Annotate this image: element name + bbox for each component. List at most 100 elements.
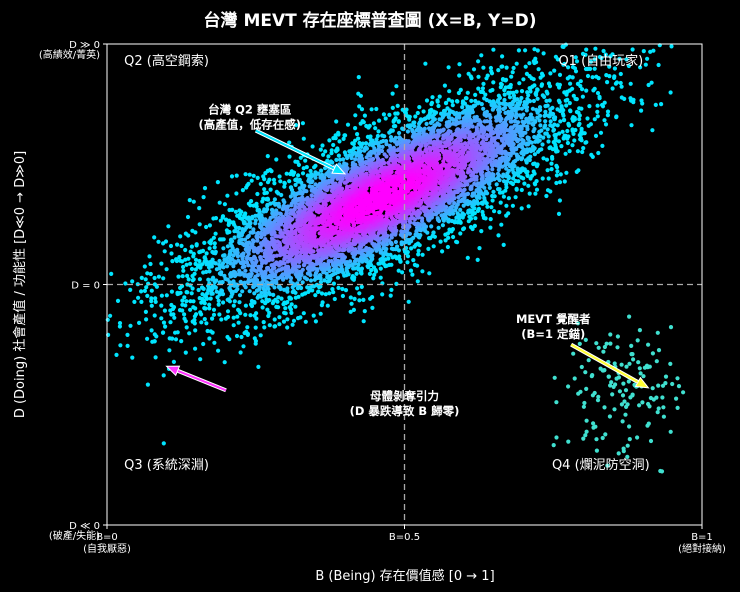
scatter-point [591, 421, 596, 426]
scatter-point [584, 418, 589, 423]
scatter-point [440, 249, 445, 254]
scatter-point [519, 187, 524, 193]
scatter-point [341, 157, 346, 162]
scatter-point [399, 240, 404, 245]
scatter-point [625, 454, 630, 459]
scatter-point [343, 288, 349, 293]
scatter-point [222, 273, 227, 278]
scatter-point [374, 106, 379, 112]
scatter-point [674, 396, 679, 401]
scatter-point [551, 128, 556, 133]
scatter-point [358, 121, 363, 126]
scatter-point [191, 199, 196, 204]
scatter-point [169, 289, 174, 294]
scatter-point [527, 191, 532, 196]
scatter-point [510, 102, 515, 107]
scatter-point [430, 95, 435, 100]
scatter-point [237, 225, 242, 231]
scatter-point [341, 136, 346, 141]
scatter-point [382, 160, 387, 166]
scatter-point [323, 149, 328, 154]
scatter-point [513, 195, 518, 200]
scatter-point [416, 208, 421, 214]
scatter-point [488, 217, 493, 222]
scatter-point [447, 89, 452, 94]
scatter-point [629, 343, 634, 348]
scatter-point [566, 439, 571, 444]
scatter-point [568, 81, 573, 86]
scatter-point [355, 146, 361, 151]
scatter-point [619, 402, 625, 407]
scatter-point [660, 383, 666, 388]
scatter-point [355, 132, 360, 137]
scatter-point [399, 229, 404, 234]
scatter-point [525, 135, 530, 140]
scatter-point [259, 290, 264, 295]
scatter-point [204, 251, 209, 256]
scatter-point [287, 154, 292, 159]
scatter-point [136, 295, 141, 300]
scatter-point [254, 259, 259, 264]
scatter-point [494, 182, 499, 187]
scatter-point [289, 203, 294, 208]
scatter-point [287, 179, 292, 184]
scatter-point [145, 382, 150, 387]
scatter-point [613, 382, 618, 387]
scatter-point [426, 246, 431, 251]
scatter-point [189, 244, 194, 249]
scatter-point [303, 158, 308, 163]
scatter-point [235, 287, 240, 292]
scatter-point [296, 162, 301, 167]
scatter-point [349, 301, 354, 306]
scatter-point [184, 290, 189, 295]
scatter-point [514, 152, 519, 157]
scatter-point [600, 104, 606, 109]
scatter-point [496, 187, 501, 192]
scatter-point [153, 299, 158, 304]
scatter-point [267, 323, 272, 328]
scatter-point [125, 332, 130, 337]
scatter-point [312, 165, 317, 170]
scatter-point [548, 119, 553, 124]
scatter-point [353, 138, 358, 143]
scatter-point [562, 61, 567, 67]
scatter-point [364, 245, 369, 251]
scatter-point [561, 136, 566, 141]
scatter-point [626, 63, 632, 69]
scatter-point [262, 177, 267, 182]
scatter-point [431, 212, 436, 217]
scatter-point [596, 394, 601, 399]
scatter-point [582, 400, 587, 406]
scatter-point [274, 212, 279, 217]
scatter-point [614, 376, 619, 381]
scatter-point [279, 192, 284, 198]
scatter-point [293, 123, 299, 128]
scatter-point [643, 62, 648, 67]
scatter-point [494, 118, 499, 123]
scatter-point [608, 332, 613, 337]
scatter-point [501, 194, 506, 199]
scatter-point [128, 323, 133, 328]
scatter-point [143, 309, 148, 314]
scatter-point [497, 101, 502, 106]
scatter-point [574, 169, 579, 174]
scatter-point [274, 260, 279, 265]
scatter-point [261, 320, 266, 325]
scatter-point [510, 176, 516, 181]
scatter-point [256, 249, 261, 254]
scatter-point [248, 302, 254, 307]
scatter-point [234, 173, 239, 178]
scatter-point [239, 334, 244, 340]
scatter-point [521, 77, 526, 82]
scatter-point [173, 337, 179, 342]
scatter-point [570, 143, 575, 148]
scatter-point [412, 124, 417, 129]
scatter-point [654, 359, 659, 364]
scatter-point [545, 168, 550, 173]
scatter-point [528, 112, 534, 117]
scatter-point [310, 253, 315, 258]
scatter-point [641, 374, 646, 379]
scatter-point [350, 141, 355, 146]
scatter-point [554, 435, 559, 440]
scatter-point [537, 129, 542, 134]
